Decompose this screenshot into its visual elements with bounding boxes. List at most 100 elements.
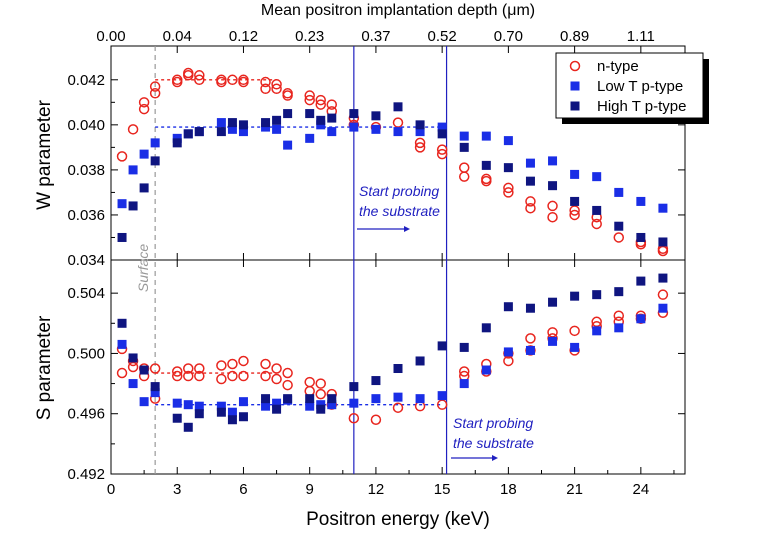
s-point-n-type: [238, 370, 249, 382]
w-point-n-type: [271, 83, 282, 95]
s-point-low-t-p-type: [272, 398, 282, 408]
s-point-low-t-p-type: [261, 401, 271, 411]
s-point-n-type: [458, 366, 470, 377]
s-point-n-type: [547, 327, 558, 338]
s-point-high-t-p-type: [503, 302, 513, 312]
w-point-n-type: [315, 94, 326, 106]
w-point-n-type: [591, 218, 602, 230]
w-y-tick-label: 0.042: [67, 72, 105, 89]
s-point-n-type: [183, 370, 194, 382]
w-point-high-t-p-type: [415, 120, 425, 130]
w-point-high-t-p-type: [128, 201, 138, 211]
w-point-n-type: [304, 90, 315, 101]
legend-label-high-t: High T p-type: [597, 98, 687, 115]
s-point-n-type: [149, 363, 161, 374]
w-point-high-t-p-type: [117, 232, 127, 242]
w-point-n-type: [613, 232, 625, 243]
s-point-low-t-p-type: [349, 398, 359, 408]
w-point-low-t-p-type: [172, 133, 182, 143]
w-point-n-type: [414, 142, 426, 153]
s-point-high-t-p-type: [437, 341, 447, 351]
s-point-n-type: [116, 367, 128, 379]
w-point-n-type: [216, 74, 227, 86]
w-point-high-t-p-type: [570, 196, 580, 206]
s-point-n-type: [591, 316, 602, 328]
legend-marker-low-t: [570, 81, 580, 91]
s-point-low-t-p-type: [481, 365, 491, 375]
w-point-n-type: [260, 76, 271, 88]
w-point-n-type: [149, 88, 161, 99]
s-point-high-t-p-type: [150, 382, 160, 392]
w-point-n-type: [194, 74, 205, 86]
s-point-low-t-p-type: [592, 326, 602, 336]
s-y-tick-label: 0.496: [67, 406, 105, 423]
w-point-n-type: [547, 200, 558, 212]
s-point-n-type: [657, 289, 669, 300]
s-panel-frame: [110, 259, 686, 475]
s-point-high-t-p-type: [592, 290, 602, 300]
w-point-n-type: [304, 94, 315, 106]
w-point-n-type: [194, 70, 205, 81]
w-point-high-t-p-type: [503, 163, 513, 173]
s-point-low-t-p-type: [238, 397, 248, 407]
w-point-n-type: [183, 67, 194, 79]
s-point-n-type: [171, 366, 183, 377]
w-point-low-t-p-type: [327, 127, 337, 137]
s-point-high-t-p-type: [393, 364, 403, 374]
w-point-n-type: [525, 196, 536, 207]
s-point-low-t-p-type: [525, 345, 535, 355]
w-point-low-t-p-type: [227, 124, 237, 134]
s-point-high-t-p-type: [548, 297, 558, 307]
w-y-tick-label: 0.038: [67, 162, 105, 179]
s-point-low-t-p-type: [139, 397, 149, 407]
substrate-bottom-line1: Start probing: [453, 415, 533, 431]
w-point-low-t-p-type: [238, 127, 248, 137]
s-point-n-type: [613, 310, 625, 322]
w-point-high-t-p-type: [548, 181, 558, 191]
s-point-low-t-p-type: [327, 400, 337, 410]
w-point-n-type: [458, 162, 470, 173]
s-point-n-type: [227, 358, 238, 370]
w-y-tick-label: 0.034: [67, 252, 105, 269]
s-point-low-t-p-type: [393, 392, 403, 402]
top-tick-label: 0.89: [560, 28, 589, 45]
s-point-n-type: [216, 373, 227, 385]
s-point-low-t-p-type: [614, 323, 624, 333]
w-point-high-t-p-type: [194, 127, 204, 137]
w-point-n-type: [503, 187, 514, 198]
s-point-low-t-p-type: [548, 336, 558, 346]
s-point-high-t-p-type: [139, 365, 149, 375]
s-point-high-t-p-type: [128, 353, 138, 363]
w-point-high-t-p-type: [305, 109, 315, 119]
w-point-low-t-p-type: [128, 165, 138, 175]
w-point-n-type: [481, 173, 492, 185]
w-point-low-t-p-type: [459, 131, 469, 141]
s-point-high-t-p-type: [283, 394, 293, 404]
w-point-low-t-p-type: [349, 122, 359, 132]
x-tick-label: 3: [173, 481, 181, 498]
s-point-n-type: [271, 363, 282, 374]
s-point-n-type: [194, 363, 205, 374]
w-point-low-t-p-type: [658, 203, 668, 213]
s-point-low-t-p-type: [183, 400, 193, 410]
w-point-low-t-p-type: [371, 124, 381, 134]
s-point-low-t-p-type: [227, 407, 237, 417]
s-point-low-t-p-type: [194, 401, 204, 411]
w-point-n-type: [227, 74, 238, 86]
legend: n-type Low T p-type High T p-type: [555, 52, 709, 124]
s-point-high-t-p-type: [261, 394, 271, 404]
w-point-low-t-p-type: [548, 156, 558, 166]
s-point-low-t-p-type: [459, 379, 469, 389]
w-point-high-t-p-type: [437, 129, 447, 139]
x-tick-label: 21: [566, 481, 583, 498]
w-point-low-t-p-type: [393, 127, 403, 137]
legend-label-n-type: n-type: [597, 58, 639, 75]
w-y-tick-label: 0.040: [67, 117, 105, 134]
s-point-high-t-p-type: [117, 318, 127, 328]
w-point-high-t-p-type: [216, 127, 226, 137]
axis-ticks: 0 3 6 9 12 15 18 21 24 0.00 0.04 0.12 0.23 0.37 0.52 0.…: [67, 28, 685, 498]
s-y-tick-label: 0.492: [67, 466, 105, 483]
w-point-high-t-p-type: [272, 115, 282, 125]
s-point-low-t-p-type: [437, 391, 447, 401]
legend-label-low-t: Low T p-type: [597, 78, 683, 95]
